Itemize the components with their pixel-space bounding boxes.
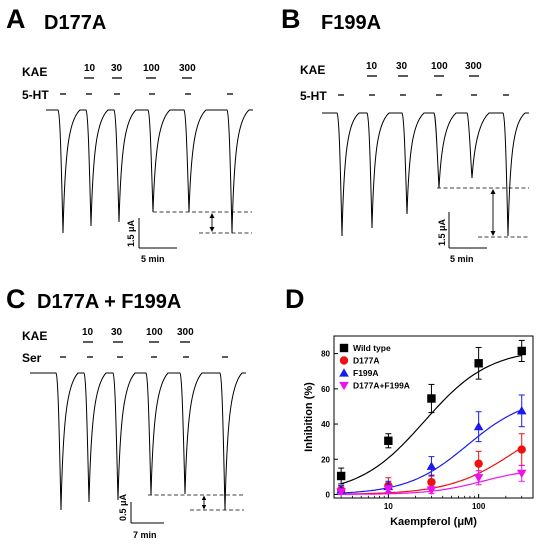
x-tick-label: 10 bbox=[384, 502, 393, 511]
panel-b-conc-10: 10 bbox=[366, 61, 378, 72]
legend-marker bbox=[339, 381, 349, 391]
panel-a-scale-y-label: 1.5 μA bbox=[126, 219, 136, 247]
panel-b-conc-300: 300 bbox=[465, 61, 482, 72]
panel-a-conc-10: 10 bbox=[84, 63, 96, 74]
panel-a-conc-30: 30 bbox=[111, 63, 123, 74]
plot-frame bbox=[333, 335, 534, 499]
legend-label: D177A bbox=[353, 356, 379, 366]
data-point bbox=[427, 394, 436, 403]
series-wild-type bbox=[336, 339, 526, 485]
data-point bbox=[516, 406, 527, 415]
panel-c-current-trace bbox=[30, 372, 246, 511]
legend-marker bbox=[339, 343, 349, 353]
panel-c-title: D177A + F199A bbox=[37, 291, 181, 313]
panel-d-letter: D bbox=[285, 284, 305, 314]
panel-c-kae-label: KAE bbox=[22, 329, 47, 343]
panel-a: A D177A KAE 10 30 100 300 5-HT bbox=[6, 4, 253, 264]
panel-a-letter: A bbox=[6, 4, 26, 34]
panel-a-current-trace bbox=[46, 109, 253, 234]
panel-c-conc-10: 10 bbox=[82, 327, 94, 338]
panel-c-amplitude-arrow bbox=[201, 495, 207, 510]
panel-b-scale-x-label: 5 min bbox=[450, 254, 474, 264]
legend-label: D177A+F199A bbox=[353, 381, 410, 391]
data-point bbox=[427, 477, 436, 487]
panel-b-current-trace bbox=[322, 112, 529, 237]
panel-c-conc-300: 300 bbox=[177, 327, 194, 338]
panel-c-scale-x-label: 7 min bbox=[133, 530, 157, 540]
data-point bbox=[473, 474, 484, 483]
fit-curve bbox=[340, 354, 522, 485]
panel-c-scale-y-label: 0.5 μA bbox=[118, 493, 128, 521]
series-d177a-f199a bbox=[336, 464, 527, 497]
panel-b-amplitude-arrow bbox=[490, 189, 496, 236]
data-point bbox=[336, 471, 346, 481]
panel-a-scale-bar bbox=[138, 218, 177, 249]
legend-marker bbox=[339, 368, 349, 377]
x-axis-label: Kaempferol (μM) bbox=[390, 516, 477, 528]
data-point bbox=[426, 461, 437, 470]
panel-a-kae-label: KAE bbox=[22, 65, 47, 79]
panel-a-5ht-label: 5-HT bbox=[22, 88, 49, 102]
panel-d: D 0 20 40 60 80 10 100 Kaempferol (μM) Inhibitio… bbox=[285, 284, 534, 528]
x-tick-label: 100 bbox=[472, 502, 486, 511]
panel-b: B F199A KAE 10 30 100 300 5-HT bbox=[281, 4, 529, 264]
panel-b-conc-100: 100 bbox=[431, 61, 448, 72]
y-axis-label: Inhibition (%) bbox=[303, 382, 315, 452]
data-point bbox=[474, 359, 483, 368]
data-point bbox=[426, 486, 437, 495]
panel-b-scale-y-label: 1.5 μA bbox=[437, 218, 447, 246]
data-point bbox=[516, 469, 527, 479]
legend-label: F199A bbox=[353, 368, 379, 378]
panel-b-kae-label: KAE bbox=[300, 63, 325, 77]
legend: Wild type D177A F199A D177A+F199A bbox=[339, 343, 410, 391]
panel-b-letter: B bbox=[281, 4, 301, 34]
panel-c-conc-100: 100 bbox=[146, 327, 163, 338]
panel-a-conc-100: 100 bbox=[143, 63, 160, 74]
y-tick-label: 20 bbox=[321, 455, 330, 464]
panel-a-title: D177A bbox=[44, 12, 106, 34]
legend-marker bbox=[339, 356, 349, 365]
y-tick-label: 80 bbox=[321, 350, 330, 359]
panel-b-5ht-label: 5-HT bbox=[300, 89, 327, 103]
panel-c-ser-label: Ser bbox=[22, 351, 42, 365]
data-point bbox=[384, 436, 393, 445]
legend-label: Wild type bbox=[353, 343, 391, 353]
data-point bbox=[474, 459, 483, 468]
panel-a-amplitude-arrow bbox=[209, 213, 215, 232]
panel-c-letter: C bbox=[6, 284, 26, 314]
y-tick-label: 60 bbox=[321, 385, 330, 394]
y-tick-label: 0 bbox=[326, 490, 331, 499]
panel-a-conc-300: 300 bbox=[179, 63, 196, 74]
data-point bbox=[517, 346, 526, 356]
panel-b-conc-30: 30 bbox=[396, 61, 408, 72]
panel-c: C D177A + F199A KAE 10 30 100 300 Ser bbox=[6, 284, 246, 540]
panel-c-scale-bar bbox=[130, 502, 164, 524]
data-point bbox=[336, 488, 346, 497]
data-point bbox=[473, 421, 484, 431]
panel-a-scale-x-label: 5 min bbox=[141, 254, 165, 264]
panel-b-scale-bar bbox=[448, 212, 487, 249]
y-tick-label: 40 bbox=[321, 420, 330, 429]
panel-b-title: F199A bbox=[321, 12, 381, 34]
panel-c-conc-30: 30 bbox=[111, 327, 123, 338]
dose-response-chart: 0 20 40 60 80 10 100 Kaempferol (μM) Inhibition … bbox=[303, 335, 534, 528]
data-point bbox=[517, 445, 526, 454]
data-point bbox=[383, 485, 394, 494]
